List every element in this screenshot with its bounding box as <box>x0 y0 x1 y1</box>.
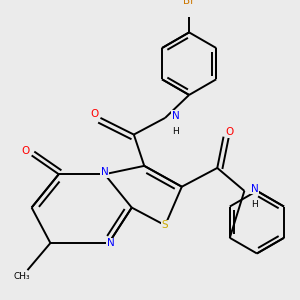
Text: Br: Br <box>183 0 195 6</box>
Text: N: N <box>101 167 109 177</box>
Text: O: O <box>226 128 234 137</box>
Text: N: N <box>172 111 179 121</box>
Text: H: H <box>172 127 179 136</box>
Text: N: N <box>107 238 115 248</box>
Text: O: O <box>21 146 29 156</box>
Text: H: H <box>251 200 258 209</box>
Text: S: S <box>162 220 168 230</box>
Text: O: O <box>90 109 98 119</box>
Text: N: N <box>251 184 259 194</box>
Text: CH₃: CH₃ <box>14 272 31 281</box>
